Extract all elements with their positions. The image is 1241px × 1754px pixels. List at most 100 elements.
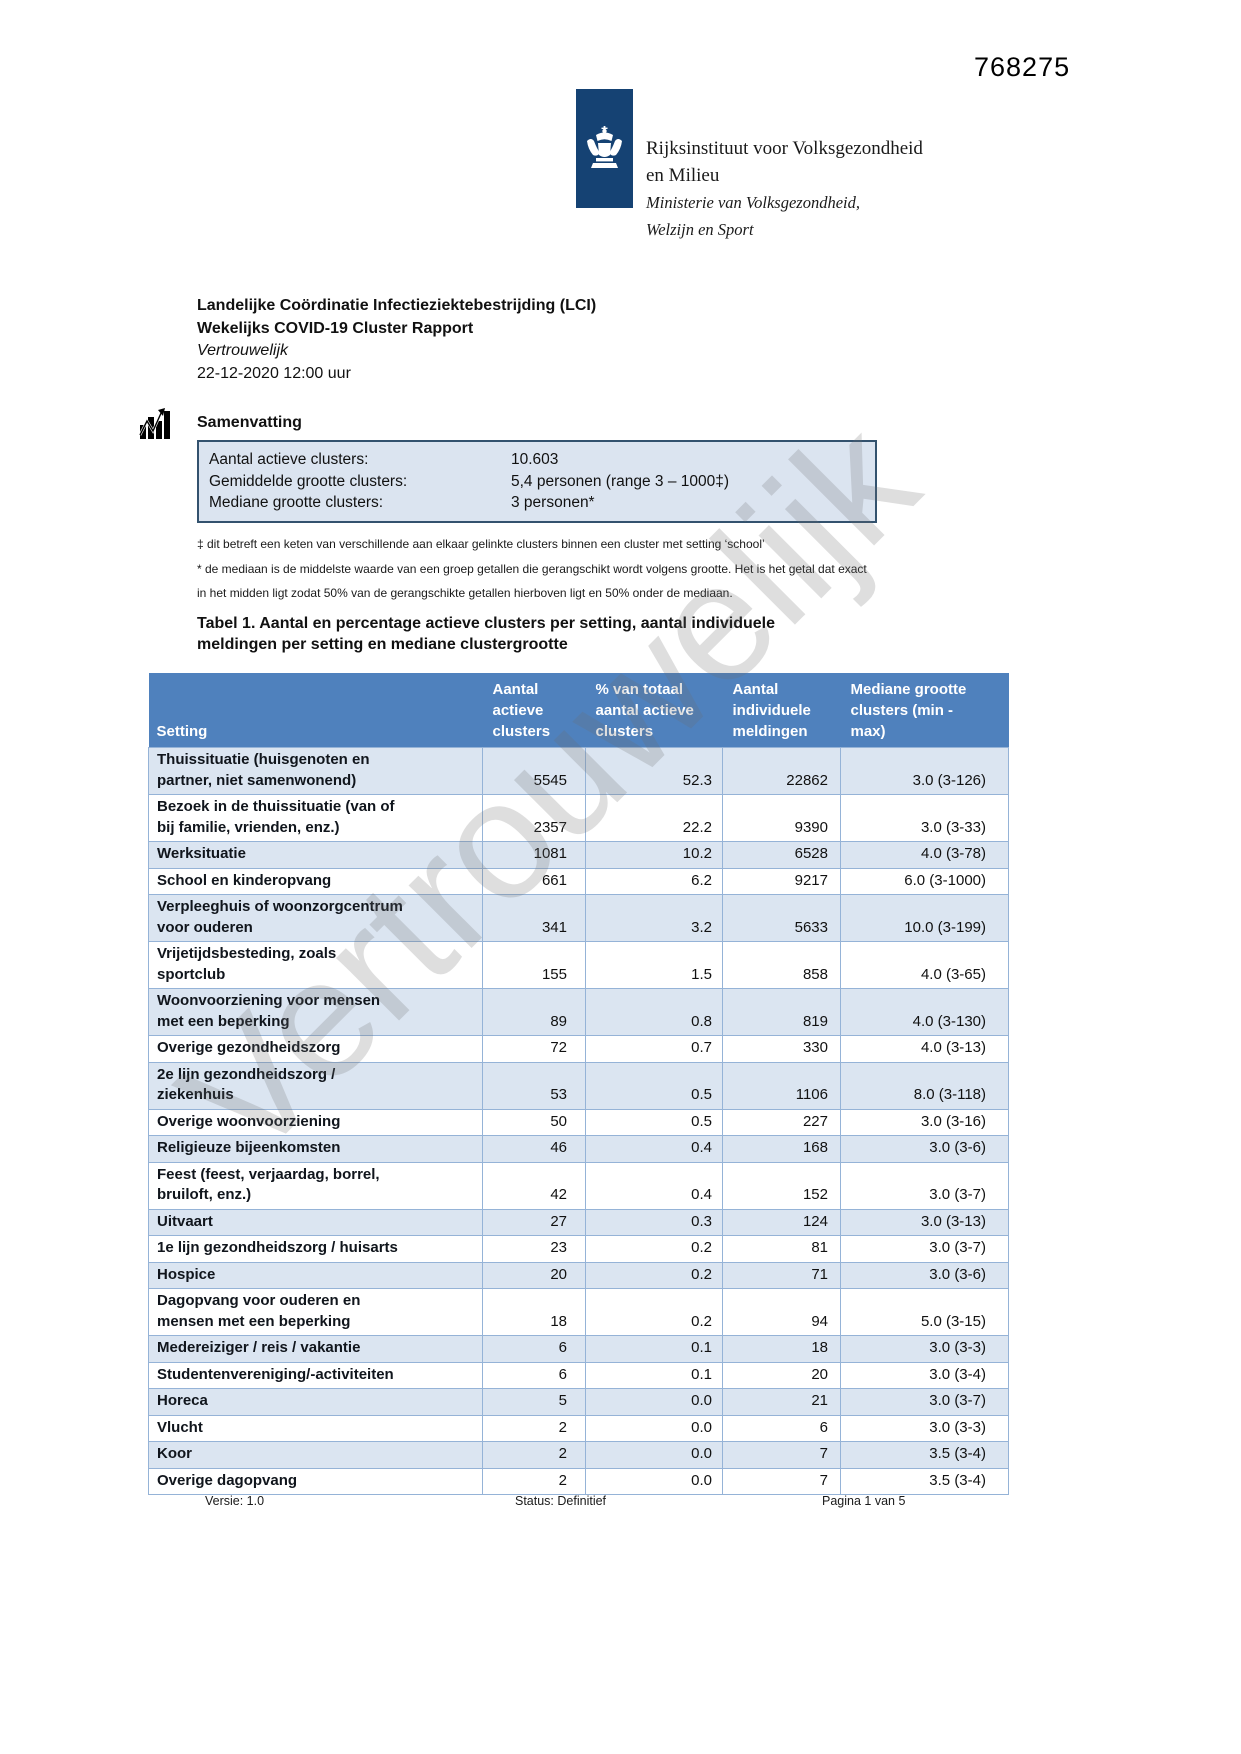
rivm-coat-of-arms: [576, 89, 633, 208]
value-cell: 10.0 (3-199): [840, 894, 1009, 942]
value-cell: 23: [482, 1235, 586, 1263]
value-cell: 5.0 (3-15): [840, 1288, 1009, 1336]
value-cell: 3.0 (3-126): [840, 747, 1009, 795]
ministry-name-line2: Welzijn en Sport: [646, 220, 754, 239]
table-row: Studentenvereniging/-activiteiten 6 0.1 20 3…: [148, 1361, 1009, 1389]
setting-cell: Verpleeghuis of woonzorgcentrum voor oud…: [148, 894, 483, 942]
footer-version: Versie: 1.0: [205, 1494, 265, 1508]
summary-label: Gemiddelde grootte clusters:: [209, 472, 408, 490]
value-cell: 0.2: [585, 1288, 723, 1336]
value-cell: 22862: [722, 747, 841, 795]
column-header-median-size: Mediane grootte clusters (min - max): [840, 673, 1009, 748]
value-cell: 5545: [482, 747, 586, 795]
footer-status: Status: Definitief: [515, 1494, 607, 1508]
value-cell: 3.0 (3-7): [840, 1235, 1009, 1263]
value-cell: 27: [482, 1208, 586, 1236]
setting-cell: Dagopvang voor ouderen en mensen met een…: [148, 1288, 483, 1336]
table-row: Koor 2 0.0 7 3.5 (3-4): [148, 1441, 1009, 1469]
value-cell: 20: [482, 1261, 586, 1289]
value-cell: 3.0 (3-3): [840, 1414, 1009, 1442]
setting-cell: Woonvoorziening voor mensen met een bepe…: [148, 988, 483, 1036]
value-cell: 3.0 (3-6): [840, 1261, 1009, 1289]
setting-cell: Religieuze bijeenkomsten: [148, 1135, 483, 1163]
value-cell: 5: [482, 1388, 586, 1416]
value-cell: 22.2: [585, 794, 723, 842]
value-cell: 10.2: [585, 841, 723, 869]
value-cell: 2: [482, 1441, 586, 1469]
rivm-logo-block: Rijksinstituut voor Volksgezondheid en M…: [576, 89, 923, 243]
value-cell: 0.1: [585, 1335, 723, 1363]
summary-box: Aantal actieve clusters: 10.603 Gemiddeld…: [197, 440, 877, 523]
value-cell: 53: [482, 1061, 586, 1110]
table-row: 1e lijn gezondheidszorg / huisarts 23 0.2 8…: [148, 1235, 1009, 1263]
setting-cell: 1e lijn gezondheidszorg / huisarts: [148, 1235, 483, 1263]
footnote-line: * de mediaan is de middelste waarde van …: [197, 561, 867, 576]
value-cell: 3.0 (3-33): [840, 794, 1009, 842]
value-cell: 42: [482, 1161, 586, 1210]
value-cell: 0.5: [585, 1108, 723, 1136]
value-cell: 4.0 (3-78): [840, 841, 1009, 869]
ministry-name-line1: Ministerie van Volksgezondheid,: [646, 193, 861, 212]
value-cell: 661: [482, 867, 586, 895]
value-cell: 4.0 (3-65): [840, 941, 1009, 989]
report-datetime: 22-12-2020 12:00 uur: [197, 364, 351, 382]
value-cell: 6.2: [585, 867, 723, 895]
summary-label: Aantal actieve clusters:: [209, 451, 369, 468]
report-title-line1: Landelijke Coördinatie Infectieziektebes…: [197, 297, 597, 314]
setting-cell: Hospice: [148, 1261, 483, 1289]
setting-cell: Medereiziger / reis / vakantie: [148, 1335, 483, 1363]
value-cell: 0.4: [585, 1161, 723, 1210]
footer-page-number: Pagina 1 van 5: [822, 1494, 906, 1508]
statistics-icon: [138, 405, 170, 446]
value-cell: 20: [722, 1361, 841, 1389]
setting-cell: Feest (feest, verjaardag, borrel, bruilo…: [148, 1161, 483, 1210]
value-cell: 2: [482, 1467, 586, 1495]
table-row: Vrijetijdsbesteding, zoals sportclub 155 1…: [148, 941, 1009, 989]
summary-value: 10.603: [511, 451, 559, 468]
summary-heading: Samenvatting: [197, 414, 302, 431]
value-cell: 155: [482, 941, 586, 989]
value-cell: 330: [722, 1035, 841, 1063]
summary-value: 5,4 personen (range 3 – 1000‡): [511, 472, 730, 490]
table-row: 2e lijn gezondheidszorg / ziekenhuis 53 0.…: [148, 1061, 1009, 1110]
value-cell: 0.5: [585, 1061, 723, 1110]
value-cell: 6: [482, 1335, 586, 1363]
summary-row-average-size: Gemiddelde grootte clusters: 5,4 personen…: [209, 471, 875, 493]
value-cell: 0.0: [585, 1441, 723, 1469]
column-header-setting: Setting: [148, 673, 483, 748]
value-cell: 21: [722, 1388, 841, 1416]
value-cell: 5633: [722, 894, 841, 942]
table-row: Werksituatie 1081 10.2 6528 4.0 (3-78): [148, 841, 1009, 869]
value-cell: 18: [482, 1288, 586, 1336]
report-title-line2: Wekelijks COVID-19 Cluster Rapport: [197, 319, 474, 337]
value-cell: 6: [722, 1414, 841, 1442]
value-cell: 89: [482, 988, 586, 1036]
value-cell: 168: [722, 1135, 841, 1163]
value-cell: 341: [482, 894, 586, 942]
setting-cell: Werksituatie: [148, 841, 483, 869]
value-cell: 0.3: [585, 1208, 723, 1236]
value-cell: 0.2: [585, 1261, 723, 1289]
value-cell: 858: [722, 941, 841, 989]
value-cell: 124: [722, 1208, 841, 1236]
value-cell: 8.0 (3-118): [840, 1061, 1009, 1110]
value-cell: 7: [722, 1441, 841, 1469]
footnotes: ‡ dit betreft een keten van verschillend…: [197, 532, 867, 606]
value-cell: 3.2: [585, 894, 723, 942]
table-row: Bezoek in de thuissituatie (van of bij f…: [148, 794, 1009, 842]
value-cell: 3.0 (3-3): [840, 1335, 1009, 1363]
value-cell: 4.0 (3-13): [840, 1035, 1009, 1063]
summary-label: Mediane grootte clusters:: [209, 494, 384, 511]
value-cell: 9390: [722, 794, 841, 842]
document-number: 768275: [974, 52, 1071, 82]
value-cell: 3.0 (3-7): [840, 1388, 1009, 1416]
table-row: Medereiziger / reis / vakantie 6 0.1 18 3.0 …: [148, 1335, 1009, 1363]
column-header-percent-total: % van totaal aantal actieve clusters: [585, 673, 723, 748]
classification-label: Vertrouwelijk: [197, 342, 288, 359]
table-header-row: Setting Aantal actieve clusters % van to…: [148, 673, 1009, 748]
summary-value: 3 personen*: [511, 494, 595, 511]
table-caption: Tabel 1. Aantal en percentage actieve cl…: [197, 615, 775, 653]
column-header-active-clusters: Aantal actieve clusters: [482, 673, 586, 748]
value-cell: 18: [722, 1335, 841, 1363]
